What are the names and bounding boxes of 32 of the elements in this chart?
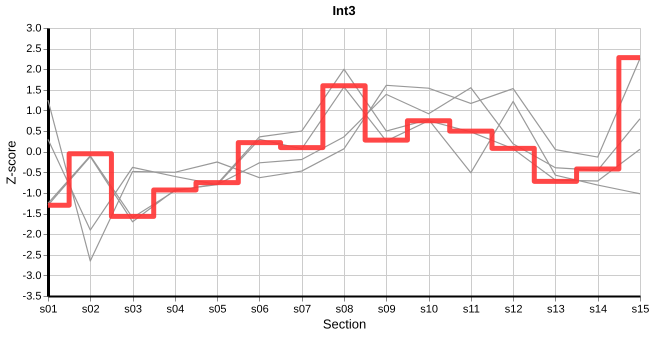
x-tick-label: s03 [124, 304, 142, 316]
y-tick-label: 1.5 [26, 84, 42, 96]
y-tick-label: 3.0 [26, 22, 42, 34]
x-tick-label: s05 [208, 304, 227, 316]
y-tick-label: 1.0 [26, 104, 42, 117]
y-tick-label: -3.0 [22, 270, 42, 282]
x-axis-title: Section [322, 316, 366, 332]
x-tick-label: s13 [547, 304, 565, 316]
y-tick-label: -2.0 [22, 228, 42, 241]
x-tick-label: s06 [251, 304, 269, 316]
x-tick-label: s01 [40, 304, 58, 316]
x-tick-label: s12 [504, 304, 523, 316]
y-tick-label: 0.0 [26, 146, 42, 158]
x-tick-label: s14 [589, 304, 608, 316]
x-tick-label: s07 [293, 304, 312, 316]
x-tick-label: s10 [420, 304, 438, 316]
x-tick-label: s11 [462, 304, 480, 316]
y-tick-label: -3.5 [22, 290, 42, 302]
x-tick-label: s15 [632, 304, 650, 316]
x-tick-label: s09 [378, 304, 396, 316]
y-tick-label: -1.0 [22, 187, 42, 200]
y-axis-title: Z-score [4, 140, 19, 185]
chart-title: Int3 [332, 3, 356, 18]
x-tick-label: s04 [166, 304, 184, 316]
x-tick-label: s02 [82, 304, 100, 316]
y-tick-label: 0.5 [26, 126, 42, 138]
y-tick-label: 2.5 [26, 43, 42, 56]
y-tick-label: -1.5 [22, 208, 42, 220]
y-tick-label: -0.5 [22, 166, 42, 179]
y-tick-label: 2.0 [26, 64, 42, 76]
x-tick-label: s08 [336, 304, 354, 316]
y-tick-label: -2.5 [22, 249, 42, 262]
